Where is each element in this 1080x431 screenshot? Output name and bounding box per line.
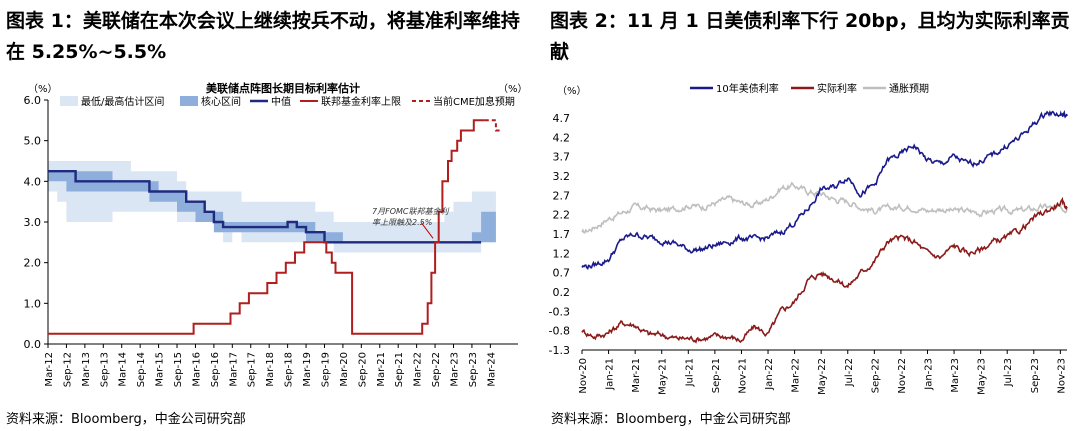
y-tick-label: 1.0 (24, 297, 42, 310)
annotation-arrow (420, 222, 434, 239)
x-tick-label: May-21 (658, 358, 669, 395)
figure-1-title: 图表 1：美联储在本次会议上继续按兵不动，将基准利率维持在 5.25%~5.5% (6, 10, 520, 63)
y-tick-label: -0.8 (549, 325, 570, 338)
y-tick-label: 3.0 (24, 216, 42, 229)
x-tick-label: May-22 (817, 358, 828, 395)
x-tick-label: Sep-22 (870, 358, 881, 393)
y-tick-label: 0.2 (553, 286, 571, 299)
y-tick-label: 1.2 (553, 247, 571, 260)
x-tick-label: Sep-23 (1030, 358, 1041, 393)
x-tick-label: Jan-21 (605, 358, 616, 391)
figure-2-panel: 图表 2：11 月 1 日美债利率下行 20bp，且均为实际利率贡献 （%） -1… (545, 0, 1080, 431)
x-tick-label: Mar-23 (950, 358, 961, 393)
y-tick-label: 5.0 (24, 135, 42, 148)
x-tick-label: Mar-21 (631, 358, 642, 393)
median-line (48, 170, 482, 244)
x-tick-label: Nov-20 (578, 358, 589, 394)
x-tick-label: Sep-22 (431, 352, 442, 387)
x-tick-label: Mar-13 (81, 352, 92, 387)
y-tick-label: 0.7 (553, 267, 571, 280)
x-tick-label: Mar-21 (376, 352, 387, 387)
y-tick-label: 0.0 (24, 338, 42, 351)
x-tick-label: Mar-15 (155, 352, 166, 387)
series-line-real (581, 196, 1068, 344)
y-tick-label: -1.3 (549, 344, 570, 357)
fed-funds-upper-line (48, 119, 485, 335)
x-tick-label: Nov-23 (1056, 358, 1067, 394)
figure-2-title: 图表 2：11 月 1 日美债利率下行 20bp，且均为实际利率贡献 (550, 10, 1070, 63)
y-axis-unit-left: （%） (28, 83, 58, 95)
x-tick-label: Sep-12 (62, 352, 73, 387)
y-axis-unit: （%） (557, 85, 587, 97)
chart-1-title: 美联储点阵图长期目标利率估计 (206, 81, 360, 95)
y-tick-label: 2.7 (553, 189, 571, 202)
x-tick-label: Jan-22 (764, 358, 775, 391)
figure-1-source: 资料来源：Bloomberg，中金公司研究部 (6, 412, 246, 427)
y-tick-label: 2.0 (24, 257, 42, 270)
y-tick-label: 1.7 (553, 228, 571, 241)
legend-label-cme: 当前CME加息预期 (433, 95, 515, 108)
legend-label-range: 最低/最高估计区间 (81, 95, 164, 108)
x-tick-label: Sep-15 (173, 352, 184, 387)
x-tick-label: Mar-16 (191, 352, 202, 387)
range-band (48, 161, 496, 253)
x-tick-label: Mar-14 (118, 352, 129, 387)
legend-swatch-range (60, 96, 78, 106)
y-tick-label: 4.2 (553, 131, 571, 144)
x-tick-label: Mar-18 (265, 352, 276, 387)
x-tick-label: Sep-23 (468, 352, 479, 387)
legend-label-nominal: 10年美债利率 (716, 82, 779, 95)
y-tick-label: 2.2 (553, 209, 571, 222)
x-tick-label: Sep-14 (136, 352, 147, 387)
x-tick-label: Jan-23 (923, 358, 934, 391)
y-tick-label: 4.7 (553, 112, 571, 125)
x-tick-label: Mar-22 (413, 352, 424, 387)
x-tick-label: May-23 (977, 358, 988, 395)
x-tick-label: Sep-21 (394, 352, 405, 387)
x-tick-label: Mar-23 (449, 352, 460, 387)
y-tick-label: 6.0 (24, 94, 42, 107)
x-tick-label: Mar-24 (486, 352, 497, 387)
treasury-yield-chart: （%） -1.3 -0.8 -0.3 0.2 0.7 1.2 1.7 2.2 2.7 3.2 3.7 4… (549, 82, 1068, 395)
x-tick-label: Mar-17 (228, 352, 239, 387)
x-tick-label: Nov-22 (897, 358, 908, 394)
x-tick-label: Mar-12 (44, 352, 55, 387)
y-tick-label: 3.2 (553, 170, 571, 183)
x-tick-label: Mar-20 (339, 352, 350, 387)
x-tick-label: Sep-16 (210, 352, 221, 387)
y-tick-label: 4.0 (24, 175, 42, 188)
y-tick-label: -0.3 (549, 305, 570, 318)
legend-swatch-core (180, 96, 198, 106)
x-tick-label: Sep-18 (284, 352, 295, 387)
x-tick-label: Jul-22 (844, 358, 855, 387)
y-axis-unit-right: （%） (498, 83, 528, 95)
y-tick-label: 3.7 (553, 151, 571, 164)
series-line-nominal (581, 109, 1068, 271)
fed-dot-plot-chart: 美联储点阵图长期目标利率估计 （%） （%） 0.0 1.0 2.0 3.0 4.0 5.0 6.… (24, 81, 528, 387)
cme-expectation-line (484, 119, 500, 132)
legend-label-breakeven: 通胀预期 (889, 83, 929, 95)
legend-label-median: 中值 (271, 95, 291, 108)
x-tick-label: Sep-19 (320, 352, 331, 387)
x-tick-label: Sep-20 (357, 352, 368, 387)
x-tick-label: Mar-19 (302, 352, 313, 387)
annotation-text: 7月FOMC联邦基金利率上限触及2.5% (372, 207, 449, 227)
x-tick-label: Jul-23 (1003, 358, 1014, 387)
series-line-breakeven (581, 181, 1068, 234)
x-tick-label: Mar-22 (791, 358, 802, 393)
x-tick-label: Sep-21 (711, 358, 722, 393)
x-tick-label: Jul-21 (684, 358, 695, 387)
x-tick-label: Sep-17 (247, 352, 258, 387)
legend-label-fed: 联邦基金利率上限 (321, 95, 401, 108)
legend-label-real: 实际利率 (817, 82, 857, 95)
x-tick-label: Sep-13 (99, 352, 110, 387)
x-tick-label: Nov-21 (737, 358, 748, 394)
figure-2-source: 资料来源：Bloomberg，中金公司研究部 (551, 412, 791, 427)
figure-1-panel: 图表 1：美联储在本次会议上继续按兵不动，将基准利率维持在 5.25%~5.5%… (6, 10, 528, 427)
legend-label-core: 核心区间 (201, 95, 241, 108)
